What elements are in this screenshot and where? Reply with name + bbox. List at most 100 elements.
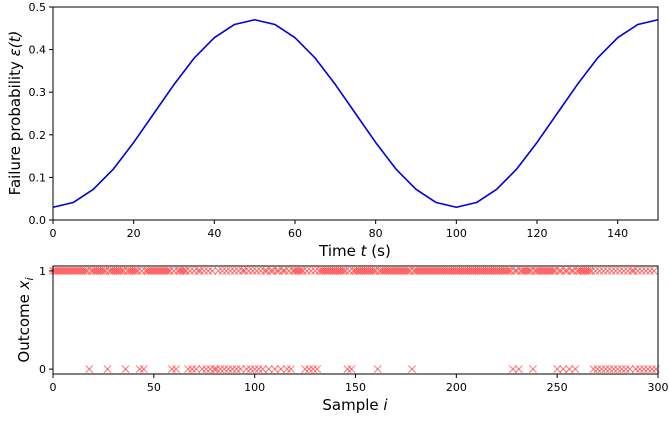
outcome-marker (208, 266, 217, 275)
outcome-marker (266, 266, 275, 275)
outcome-marker (210, 365, 219, 374)
outcome-marker (514, 365, 523, 374)
outcome-marker (256, 266, 265, 275)
outcome-marker (599, 266, 608, 275)
x-tick-label: 40 (207, 227, 221, 240)
bottom-plot-frame (52, 265, 659, 375)
outcome-marker (163, 266, 172, 275)
outcome-marker (647, 365, 656, 374)
outcome-marker (407, 365, 416, 374)
outcome-marker (220, 365, 229, 374)
outcome-marker (272, 266, 281, 275)
outcome-marker (186, 266, 195, 275)
top-y-ticks: 0.0 0.1 0.2 0.3 0.4 0.5 (29, 1, 53, 227)
outcome-marker (139, 365, 148, 374)
outcome-marker (504, 266, 513, 275)
x-tick-label: 0 (50, 227, 57, 240)
y-tick-label: 0 (39, 363, 46, 376)
outcome-marker (214, 266, 223, 275)
outcome-marker (184, 365, 193, 374)
x-tick-label: 300 (648, 381, 669, 394)
outcome-marker (369, 266, 378, 275)
series-line-0 (52, 18, 659, 209)
top-plot-frame (52, 6, 659, 221)
outcome-marker (190, 266, 199, 275)
failure-probability-marks (52, 18, 659, 209)
outcome-marker (508, 365, 517, 374)
outcome-marker (510, 266, 519, 275)
failure-probability-chart: 0 20 40 60 80 100 120 140 0.0 0.1 0.2 0.3 0.4 0.5 Ti… (6, 1, 659, 260)
y-tick-label: 0.4 (29, 44, 47, 57)
outcome-marker (180, 266, 189, 275)
outcome-marker (200, 266, 209, 275)
outcome-marker (565, 365, 574, 374)
outcome-marker (194, 266, 203, 275)
outcome-marker (601, 365, 610, 374)
outcome-marker (236, 365, 245, 374)
outcome-marker (561, 266, 570, 275)
outcome-marker (248, 266, 257, 275)
outcome-marker (202, 365, 211, 374)
outcome-marker (135, 365, 144, 374)
outcome-marker (651, 365, 661, 374)
outcome-marker (619, 266, 628, 275)
outcome-marker (222, 266, 231, 275)
outcome-marker (623, 266, 632, 275)
x-tick-label: 20 (127, 227, 141, 240)
outcome-marks (48, 266, 661, 374)
outcome-marker (607, 266, 616, 275)
y-tick-label: 0.0 (29, 214, 47, 227)
outcome-marker (591, 266, 600, 275)
outcome-marker (549, 266, 558, 275)
outcome-marker (643, 365, 652, 374)
outcome-marker (524, 266, 533, 275)
outcome-marker (85, 365, 94, 374)
outcome-marker (121, 365, 130, 374)
outcome-marker (198, 365, 207, 374)
outcome-marker (238, 266, 247, 275)
outcome-marker (297, 266, 306, 275)
y-tick-label: 0.5 (29, 1, 47, 14)
outcome-marker (605, 365, 614, 374)
outcome-marker (264, 365, 273, 374)
outcome-marker (228, 365, 237, 374)
outcome-marker (559, 365, 568, 374)
bottom-y-ticks: 01 (39, 265, 53, 376)
outcome-marker (258, 365, 267, 374)
outcome-marker (206, 365, 215, 374)
outcome-marker (589, 365, 598, 374)
outcome-marker (305, 365, 314, 374)
x-tick-label: 120 (527, 227, 548, 240)
outcome-marker (192, 365, 201, 374)
x-tick-label: 250 (547, 381, 568, 394)
outcome-marker (254, 365, 263, 374)
outcome-marker (81, 266, 90, 275)
outcome-marker (555, 266, 564, 275)
outcome-marker (286, 365, 295, 374)
outcome-marker (278, 266, 287, 275)
outcome-marker (270, 365, 279, 374)
outcome-marker (627, 266, 636, 275)
x-tick-label: 140 (607, 227, 628, 240)
outcome-marker (232, 365, 241, 374)
outcome-marker (313, 365, 322, 374)
outcome-marker (309, 365, 318, 374)
outcome-marker (345, 266, 354, 275)
outcome-marker (242, 365, 251, 374)
outcome-marker (99, 266, 108, 275)
outcome-marker (301, 365, 310, 374)
outcome-marker (593, 365, 602, 374)
outcome-marker (103, 365, 112, 374)
outcome-marker (117, 266, 126, 275)
outcome-marker (282, 365, 291, 374)
x-tick-label: 80 (369, 227, 383, 240)
outcome-marker (645, 266, 654, 275)
outcome-marker (303, 266, 312, 275)
x-tick-label: 200 (446, 381, 467, 394)
outcome-chart: 0 50 100 150 200 250 300 01 Sample i Outcome x… (15, 265, 669, 414)
outcome-marker (311, 266, 320, 275)
outcome-marker (571, 365, 580, 374)
outcome-marker (218, 266, 227, 275)
outcome-marker (216, 365, 225, 374)
